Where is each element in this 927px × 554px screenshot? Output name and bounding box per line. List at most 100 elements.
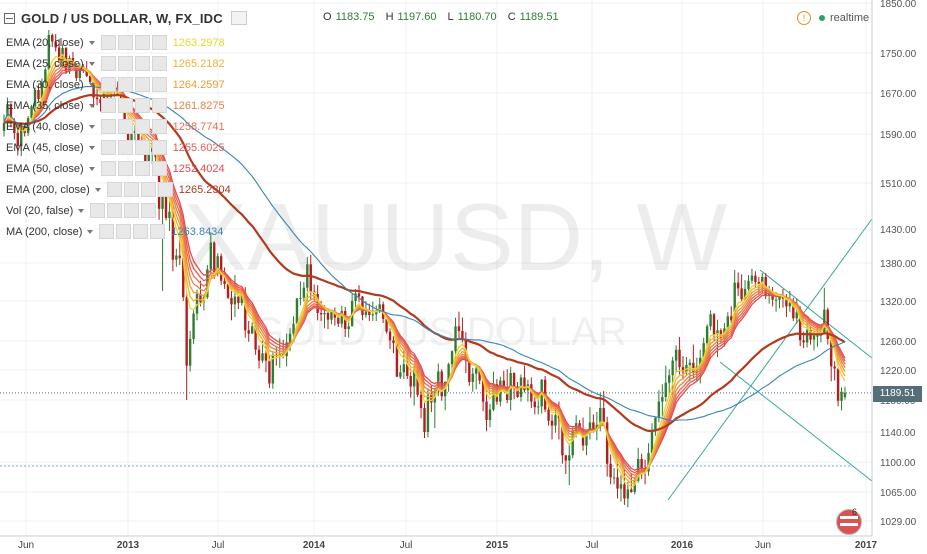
legend-row[interactable]: EMA (40, close) 1258.7741 xyxy=(6,116,231,137)
time-axis[interactable]: Jun 2013 Jul 2014 Jul 2015 Jul 2016 Jun 2017 xyxy=(0,535,927,554)
eye-icon[interactable] xyxy=(99,224,115,239)
candle-body xyxy=(175,255,178,260)
close-icon[interactable] xyxy=(151,35,167,50)
close-icon[interactable] xyxy=(157,182,173,197)
candle-body xyxy=(605,422,609,464)
candle-body xyxy=(199,294,202,303)
chevron-down-icon[interactable] xyxy=(87,229,94,234)
close-icon[interactable] xyxy=(150,224,166,239)
plus-icon[interactable] xyxy=(134,77,150,92)
gear-icon[interactable] xyxy=(117,161,133,176)
close-icon[interactable] xyxy=(151,56,167,71)
chevron-down-icon[interactable] xyxy=(78,208,85,213)
plus-icon[interactable] xyxy=(134,35,150,50)
chevron-down-icon[interactable] xyxy=(88,61,95,66)
close-icon[interactable] xyxy=(151,98,167,113)
candle-body xyxy=(13,121,16,133)
legend-row[interactable]: EMA (25, close) 1265.2182 xyxy=(6,53,231,74)
price-axis[interactable]: 1029.001065.001100.001140.001180.001220.… xyxy=(871,0,927,554)
candle-body xyxy=(47,35,51,70)
close-icon[interactable] xyxy=(151,77,167,92)
horizontal-levels[interactable] xyxy=(0,392,872,467)
time-tick-label: 2017 xyxy=(855,540,878,551)
legend-row[interactable]: EMA (45, close) 1255.6025 xyxy=(6,137,231,158)
gear-icon[interactable] xyxy=(116,224,132,239)
eye-icon[interactable] xyxy=(100,35,116,50)
gear-icon[interactable] xyxy=(117,77,133,92)
candle-body xyxy=(223,280,226,284)
close-icon[interactable] xyxy=(151,161,167,176)
eye-icon[interactable] xyxy=(100,98,116,113)
gear-icon[interactable] xyxy=(107,203,123,218)
chevron-down-icon[interactable] xyxy=(94,187,101,192)
watermark-symbol: XAUUSD, W xyxy=(183,184,727,291)
legend-row[interactable]: EMA (50, close) 1252.4024 xyxy=(6,158,231,179)
time-tick-label: 2014 xyxy=(303,540,326,551)
candle-body xyxy=(699,357,702,367)
close-icon[interactable] xyxy=(151,119,167,134)
gear-icon[interactable] xyxy=(117,119,133,134)
eye-icon[interactable] xyxy=(90,203,106,218)
candle-body xyxy=(816,335,819,337)
candle-body xyxy=(812,335,816,340)
gear-icon[interactable] xyxy=(123,182,139,197)
chevron-down-icon[interactable] xyxy=(88,166,95,171)
candle-body xyxy=(547,409,550,421)
candle-body xyxy=(244,292,247,331)
eye-icon[interactable] xyxy=(100,119,116,134)
chevron-down-icon[interactable] xyxy=(88,103,95,108)
plus-icon[interactable] xyxy=(134,161,150,176)
plus-icon[interactable] xyxy=(124,203,140,218)
chevron-down-icon[interactable] xyxy=(88,40,95,45)
trendline-upper xyxy=(759,269,878,363)
warning-icon[interactable]: ! xyxy=(797,11,811,25)
close-icon[interactable] xyxy=(151,140,167,155)
eye-icon[interactable] xyxy=(106,182,122,197)
gear-icon[interactable] xyxy=(117,56,133,71)
candle-body xyxy=(778,296,781,300)
gear-icon[interactable] xyxy=(117,98,133,113)
candle-body xyxy=(95,97,99,100)
candle-body xyxy=(299,297,302,299)
candle-body xyxy=(602,408,605,423)
eye-icon[interactable] xyxy=(100,140,116,155)
chevron-down-icon[interactable] xyxy=(88,124,95,129)
indicator-name: EMA (200, close) xyxy=(6,183,90,196)
collapse-icon[interactable] xyxy=(4,12,15,24)
candle-body xyxy=(792,303,795,319)
symbol-header: GOLD / US DOLLAR, W, FX_IDC xyxy=(4,8,247,28)
legend-row[interactable]: MA (200, close) 1263.8434 xyxy=(6,221,231,242)
eye-icon[interactable] xyxy=(100,56,116,71)
gear-icon[interactable] xyxy=(117,35,133,50)
plus-icon[interactable] xyxy=(140,182,156,197)
plus-icon[interactable] xyxy=(134,98,150,113)
price-tick-label: 1850.00 xyxy=(880,0,917,10)
legend-row[interactable]: EMA (30, close) 1264.2597 xyxy=(6,74,231,95)
candle-body xyxy=(340,311,343,324)
candle-body xyxy=(650,431,654,453)
chevron-down-icon[interactable] xyxy=(88,145,95,150)
trendlines[interactable] xyxy=(667,211,878,501)
candle-body xyxy=(516,388,519,397)
chevron-down-icon[interactable] xyxy=(88,82,95,87)
eye-icon[interactable] xyxy=(100,161,116,176)
candle-body xyxy=(702,343,705,358)
candle-body xyxy=(733,282,736,321)
events-flag-icon[interactable] xyxy=(836,509,862,535)
close-icon[interactable] xyxy=(141,203,157,218)
plus-icon[interactable] xyxy=(134,119,150,134)
visibility-icon[interactable] xyxy=(230,11,247,25)
plus-icon[interactable] xyxy=(134,140,150,155)
plus-icon[interactable] xyxy=(133,224,149,239)
legend-row[interactable]: EMA (200, close) 1265.2304 xyxy=(6,179,231,200)
candle-body xyxy=(88,76,92,82)
legend-row[interactable]: EMA (20, close) 1263.2978 xyxy=(6,32,231,53)
eye-icon[interactable] xyxy=(100,77,116,92)
plus-icon[interactable] xyxy=(134,56,150,71)
candle-body xyxy=(647,453,650,472)
legend-row[interactable]: Vol (20, false) xyxy=(6,200,231,221)
legend-row[interactable]: EMA (35, close) 1261.8275 xyxy=(6,95,231,116)
gear-icon[interactable] xyxy=(117,140,133,155)
candle-body xyxy=(264,353,268,361)
